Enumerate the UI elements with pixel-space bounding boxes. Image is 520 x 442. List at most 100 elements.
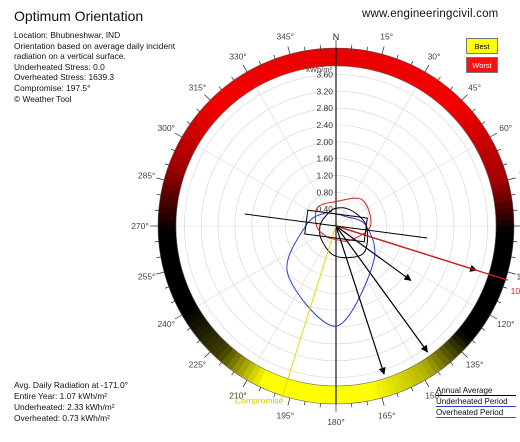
description-line-1: Orientation based on average daily incid…: [14, 40, 176, 51]
ring-segment: [447, 97, 465, 116]
ring-segment: [464, 315, 484, 332]
ring-segment: [322, 385, 331, 404]
ring-segment: [178, 300, 198, 315]
ring-segment: [450, 333, 469, 351]
ring-segment: [420, 75, 437, 94]
ring-segment: [199, 328, 218, 346]
ring-segment: [384, 376, 397, 396]
radial-tick-label: 1.60: [316, 154, 333, 164]
ring-segment: [495, 213, 514, 222]
ring-segment: [230, 354, 247, 374]
compromise-text: Compromise: 197.5°: [14, 82, 91, 93]
ring-segment: [195, 110, 214, 128]
best-badge: Best: [466, 38, 498, 54]
ring-segment: [164, 269, 184, 282]
ring-segment: [207, 336, 225, 355]
angle-label: 135°: [466, 360, 484, 370]
ring-segment: [317, 48, 326, 67]
ring-segment: [257, 63, 272, 83]
angle-label: 330°: [229, 51, 247, 61]
angle-label: 120°: [497, 319, 515, 329]
ring-segment: [416, 71, 432, 91]
angle-tick: [287, 46, 291, 55]
ring-segment: [195, 323, 214, 341]
angle-tick: [461, 94, 468, 101]
legend-item-overheated: Overheated Period: [436, 408, 516, 418]
ring-segment: [323, 48, 332, 67]
ring-segment: [489, 264, 509, 276]
angle-tick: [489, 314, 498, 320]
ring-segment: [207, 97, 226, 115]
ring-segment: [191, 115, 211, 132]
ring-segment: [395, 60, 410, 81]
ring-segment: [168, 279, 188, 293]
ring-segment: [477, 142, 497, 157]
ring-segment: [479, 291, 499, 305]
worst-badge: Worst: [466, 57, 498, 73]
ring-segment: [434, 85, 452, 104]
ring-segment: [488, 170, 508, 183]
legend-item-underheated: Underheated Period: [436, 397, 516, 407]
radial-tick-label: 1.20: [316, 170, 333, 180]
ring-segment: [443, 93, 461, 112]
ring-segment: [181, 130, 201, 146]
ring-segment: [406, 66, 421, 86]
ring-segment: [438, 344, 456, 363]
ring-segment: [203, 101, 222, 119]
ring-segment: [438, 89, 456, 108]
angle-tick: [186, 327, 191, 331]
ring-segment: [495, 231, 514, 240]
building-footprint: [244, 209, 428, 243]
grid-spoke: [255, 87, 337, 227]
angle-label: 285°: [138, 170, 156, 180]
angle-tick: [231, 371, 235, 376]
angle-label: 345°: [276, 32, 294, 42]
angle-tick: [366, 46, 368, 51]
ring-segment: [212, 93, 230, 111]
ring-segment: [199, 106, 218, 124]
angle-tick: [497, 148, 502, 152]
ring-segment: [160, 188, 180, 199]
legend-label: Underheated Period: [436, 397, 508, 406]
ring-segment: [298, 382, 309, 402]
ring-segment: [226, 81, 243, 100]
ring-segment: [474, 301, 494, 316]
ring-segment: [168, 158, 188, 172]
ring-segment: [188, 120, 208, 137]
ring-segment: [252, 65, 267, 85]
radial-tick-label: 3.60: [316, 69, 333, 79]
ring-segment: [247, 68, 262, 88]
ring-segment: [274, 376, 287, 396]
angle-label: 300°: [157, 123, 175, 133]
ring-segment: [235, 358, 252, 377]
grid-spoke: [335, 87, 417, 227]
ring-segment: [329, 47, 337, 67]
ring-segment: [328, 385, 336, 404]
angle-tick: [231, 76, 235, 81]
ring-segment: [471, 306, 491, 322]
ring-segment: [280, 54, 293, 74]
ring-segment: [400, 369, 415, 389]
angle-tick: [410, 387, 414, 392]
angle-label: 255°: [138, 272, 156, 282]
ring-segment: [458, 324, 477, 342]
ring-segment: [166, 164, 186, 177]
ring-segment: [292, 51, 304, 71]
grid-spoke: [255, 225, 337, 365]
angle-tick: [218, 86, 222, 90]
ring-segment: [484, 280, 504, 294]
ring-segment: [363, 50, 374, 70]
angle-tick: [174, 314, 183, 320]
legend-item-annual: Annual Average: [436, 386, 516, 396]
angle-label: 105°: [517, 272, 520, 282]
legend-swatch: [436, 417, 516, 418]
ring-segment: [173, 290, 193, 305]
angle-tick: [481, 327, 486, 331]
ring-segment: [170, 152, 191, 167]
ring-segment: [461, 320, 481, 337]
series-line-annual-average: [319, 207, 369, 259]
grid-spoke: [335, 225, 475, 307]
radial-tick-label: 0.80: [316, 187, 333, 197]
